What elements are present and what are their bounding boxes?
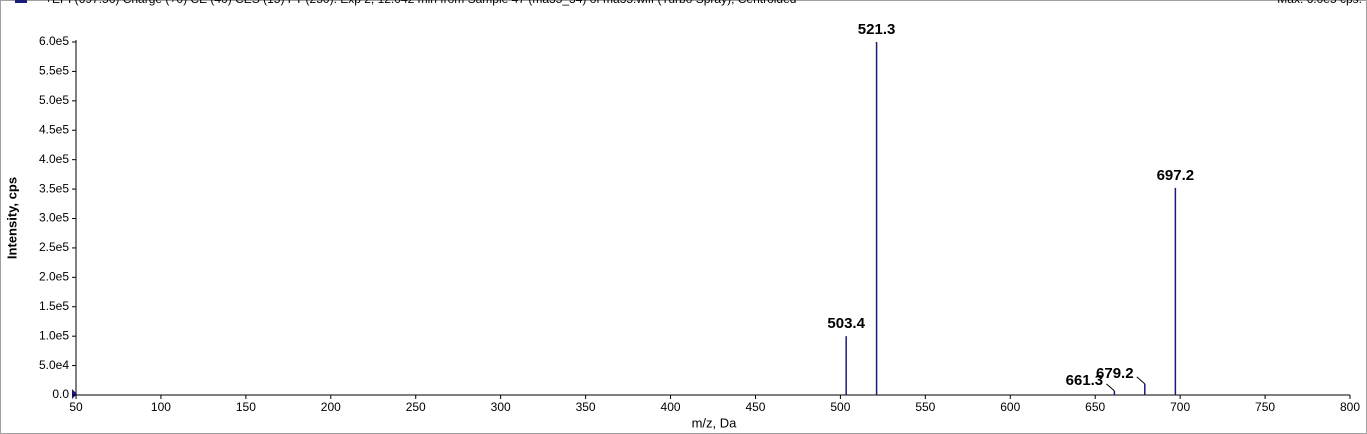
- marker: [72, 389, 77, 399]
- y-tick-label: 2.0e5: [39, 270, 69, 284]
- x-tick-label: 350: [576, 400, 596, 414]
- peak-label: 521.3: [858, 21, 896, 38]
- leader-line: [1136, 376, 1146, 385]
- x-tick-label: 700: [1170, 400, 1190, 414]
- x-tick-label: 150: [236, 400, 256, 414]
- max-label: Max. 6.0e5 cps.: [1277, 0, 1362, 6]
- y-tick-label: 5.0e4: [39, 358, 69, 372]
- leader-line: [1106, 383, 1115, 392]
- y-tick-label: 6.0e5: [39, 34, 69, 48]
- y-tick-label: 5.5e5: [39, 64, 69, 78]
- x-tick-label: 300: [491, 400, 511, 414]
- y-axis-title: Intensity, cps: [4, 177, 19, 259]
- legend-swatch: [15, 0, 27, 3]
- y-tick-label: 3.5e5: [39, 181, 69, 195]
- x-tick-label: 450: [745, 400, 765, 414]
- x-tick-label: 550: [915, 400, 935, 414]
- y-tick-label: 3.0e5: [39, 211, 69, 225]
- x-tick-label: 800: [1340, 400, 1360, 414]
- x-tick-label: 400: [661, 400, 681, 414]
- x-axis-title: m/z, Da: [692, 415, 738, 430]
- chart-title: +EPI (697.56) Charge (+0) CE (40) CES (1…: [45, 0, 796, 6]
- x-tick-label: 750: [1255, 400, 1275, 414]
- y-tick-label: 4.5e5: [39, 122, 69, 136]
- y-tick-label: 0.0: [52, 387, 69, 401]
- y-tick-label: 5.0e5: [39, 93, 69, 107]
- y-tick-label: 1.5e5: [39, 299, 69, 313]
- y-tick-label: 1.0e5: [39, 328, 69, 342]
- x-tick-label: 650: [1085, 400, 1105, 414]
- x-tick-label: 50: [69, 400, 83, 414]
- peak-label: 661.3: [1066, 372, 1104, 389]
- y-tick-label: 2.5e5: [39, 240, 69, 254]
- x-tick-label: 200: [321, 400, 341, 414]
- peak-label: 697.2: [1157, 167, 1195, 184]
- x-tick-label: 250: [406, 400, 426, 414]
- peak-label: 679.2: [1096, 365, 1134, 382]
- y-tick-label: 4.0e5: [39, 152, 69, 166]
- x-tick-label: 500: [830, 400, 850, 414]
- x-tick-label: 100: [151, 400, 171, 414]
- x-tick-label: 600: [1000, 400, 1020, 414]
- peak-label: 503.4: [827, 315, 865, 332]
